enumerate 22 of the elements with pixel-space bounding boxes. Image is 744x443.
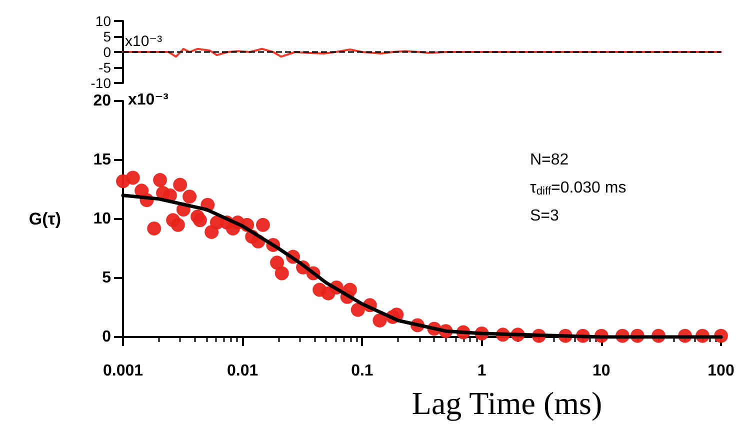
- y-tick-label: 10: [93, 210, 112, 228]
- y-axis-title: G(τ): [28, 210, 61, 228]
- x-tick-label: 0.01: [227, 362, 258, 380]
- y-tick-label: 5: [102, 270, 112, 286]
- annotation: N=82: [530, 152, 569, 168]
- y-tick-label: -5: [98, 60, 112, 76]
- annotation: S=3: [530, 208, 560, 224]
- x-tick-label: 0.001: [102, 362, 144, 380]
- y-tick-label: 20: [93, 92, 112, 110]
- x-tick-label: 1: [477, 362, 486, 380]
- y-tick-label: 15: [93, 152, 112, 168]
- annotation: x10⁻³: [128, 92, 168, 108]
- x-axis-title: Lag Time (ms): [412, 385, 602, 421]
- x-tick-label: 0.1: [351, 362, 374, 380]
- x-tick-label: 100: [708, 362, 734, 380]
- y-tick-label: 0: [102, 328, 112, 346]
- annotation: x10⁻³: [125, 33, 162, 50]
- x-tick-label: 10: [592, 362, 610, 380]
- y-tick-label: 0: [103, 44, 112, 60]
- y-tick-label: -10: [90, 75, 112, 91]
- y-tick-label: 10: [95, 13, 112, 29]
- y-tick-label: 5: [103, 28, 112, 44]
